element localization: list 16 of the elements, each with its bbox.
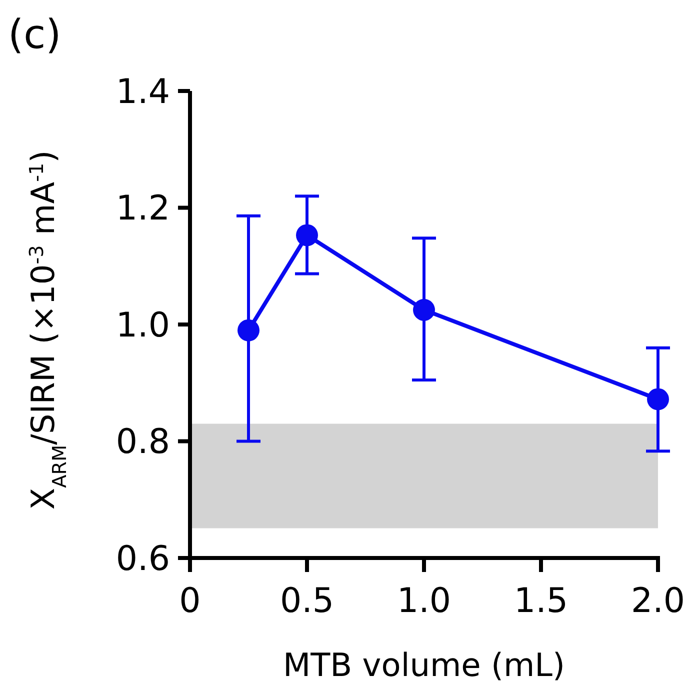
- x-tick-label: 2.0: [630, 581, 686, 621]
- point: [296, 224, 318, 246]
- x-tick-label: 1.5: [514, 581, 568, 621]
- y-tick-label: 1.2: [116, 188, 170, 229]
- y-tick-label: 0.8: [116, 422, 170, 462]
- y-tick-label: 0.6: [116, 538, 170, 579]
- point: [413, 298, 435, 321]
- x-tick-label: 0.5: [280, 581, 334, 621]
- y-tick-label: 1.0: [116, 305, 170, 346]
- point: [238, 319, 260, 342]
- x-tick-label: 1.0: [396, 581, 452, 621]
- x-tick-label: 0: [179, 581, 201, 621]
- y-tick-label: 1.4: [116, 72, 170, 112]
- chart-title: (c): [8, 12, 62, 58]
- point: [647, 388, 669, 410]
- x-axis-title: MTB volume (mL): [283, 646, 565, 684]
